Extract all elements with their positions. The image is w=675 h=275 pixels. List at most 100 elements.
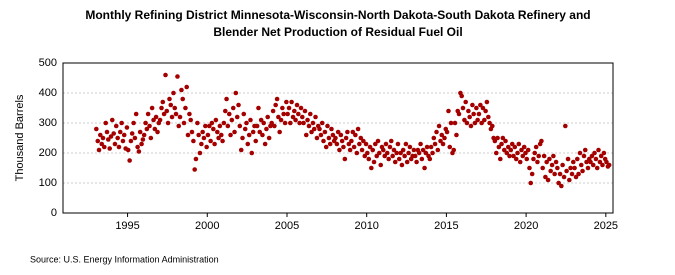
data-point xyxy=(296,111,301,117)
data-point xyxy=(512,144,518,150)
data-point xyxy=(484,99,490,105)
data-point xyxy=(418,141,423,147)
data-point xyxy=(325,123,330,129)
x-tick-label: 2020 xyxy=(514,220,538,232)
data-point xyxy=(435,147,441,153)
data-point xyxy=(185,132,191,138)
data-point xyxy=(358,135,364,141)
data-point xyxy=(177,114,183,120)
data-point xyxy=(111,131,116,136)
chart-title: Monthly Refining District Minnesota-Wisc… xyxy=(85,8,590,22)
x-tick-label: 2010 xyxy=(354,220,378,232)
data-point xyxy=(260,132,265,138)
data-point xyxy=(140,137,146,142)
data-point xyxy=(101,144,107,150)
data-point xyxy=(474,105,479,111)
data-point xyxy=(161,111,167,117)
data-point xyxy=(585,165,591,171)
data-point xyxy=(464,120,470,126)
data-point xyxy=(257,129,263,135)
data-point xyxy=(258,117,264,123)
data-point xyxy=(486,114,491,120)
data-point xyxy=(160,99,166,105)
data-point xyxy=(430,150,435,156)
data-point xyxy=(107,146,113,151)
data-point xyxy=(135,144,140,150)
data-point xyxy=(471,111,476,117)
data-point xyxy=(597,159,603,165)
data-point xyxy=(378,162,384,168)
data-point xyxy=(355,126,361,132)
data-point xyxy=(563,123,568,129)
data-point xyxy=(383,141,389,147)
data-point xyxy=(280,105,285,111)
x-tick-label: 2015 xyxy=(434,220,458,232)
data-point xyxy=(120,138,126,144)
data-point xyxy=(386,156,391,162)
data-point xyxy=(531,156,536,162)
data-point xyxy=(402,153,407,159)
data-point xyxy=(159,105,164,111)
data-point xyxy=(564,168,569,174)
data-point xyxy=(581,153,587,159)
data-point xyxy=(594,165,600,171)
data-point xyxy=(574,156,580,162)
data-point xyxy=(424,144,430,150)
data-point xyxy=(244,120,249,126)
data-point xyxy=(274,96,280,102)
data-point xyxy=(209,120,215,126)
data-point xyxy=(444,129,450,135)
data-point xyxy=(282,120,288,126)
data-point xyxy=(264,126,269,132)
data-point xyxy=(598,153,604,159)
data-point xyxy=(236,102,241,108)
data-point xyxy=(380,147,386,153)
data-point xyxy=(222,108,228,114)
data-point xyxy=(129,131,135,136)
data-point xyxy=(323,144,329,150)
data-point xyxy=(483,108,488,114)
data-point xyxy=(525,147,531,153)
data-point xyxy=(250,129,256,135)
data-point xyxy=(515,150,520,156)
data-point xyxy=(404,159,410,165)
data-point xyxy=(242,126,248,132)
data-point xyxy=(229,117,235,123)
data-point xyxy=(277,129,282,135)
data-point xyxy=(446,108,451,114)
data-point xyxy=(373,141,378,147)
data-point xyxy=(272,123,277,129)
data-point xyxy=(399,162,405,168)
data-point xyxy=(116,144,122,150)
data-point xyxy=(168,102,174,108)
data-point xyxy=(390,153,395,159)
data-point xyxy=(517,159,523,165)
data-point xyxy=(523,150,528,156)
data-point xyxy=(109,117,115,123)
data-point xyxy=(269,120,274,126)
data-point xyxy=(290,114,296,120)
data-point xyxy=(516,141,522,147)
data-point xyxy=(349,138,354,144)
data-point xyxy=(561,174,567,180)
data-point xyxy=(529,171,535,177)
source-note: Source: U.S. Energy Information Administ… xyxy=(30,254,219,264)
data-point xyxy=(539,138,544,144)
plot-frame xyxy=(62,62,614,214)
data-point xyxy=(578,162,584,168)
data-point xyxy=(370,147,376,153)
data-point xyxy=(289,99,294,105)
data-point xyxy=(228,132,233,138)
data-point xyxy=(139,141,144,147)
data-point xyxy=(285,111,290,117)
data-point xyxy=(299,114,305,120)
data-point xyxy=(203,123,208,129)
data-point xyxy=(148,135,154,141)
data-point xyxy=(392,159,398,165)
data-point xyxy=(556,180,561,186)
x-tick-label: 2005 xyxy=(275,220,299,232)
data-point xyxy=(265,114,270,120)
data-point xyxy=(305,117,310,123)
data-point xyxy=(306,123,312,129)
data-point xyxy=(391,147,397,153)
